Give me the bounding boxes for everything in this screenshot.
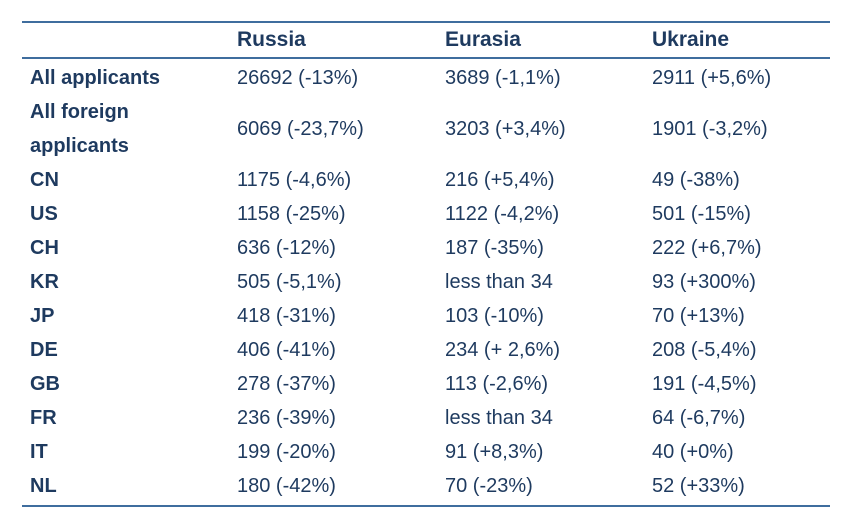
cell-russia: 406 (-41%) — [237, 339, 336, 361]
column-header-eurasia: Eurasia — [445, 22, 652, 59]
column-header-blank — [22, 22, 237, 59]
cell-russia: 180 (-42%) — [237, 475, 336, 497]
cell-eurasia: 187 (-35%) — [445, 237, 544, 259]
row-label: US — [30, 203, 58, 225]
table-row: DE 406 (-41%) 234 (+ 2,6%) 208 (-5,4%) — [22, 333, 830, 367]
table-row: IT 199 (-20%) 91 (+8,3%) 40 (+0%) — [22, 435, 830, 469]
cell-ukraine: 49 (-38%) — [652, 169, 740, 191]
cell-russia: 278 (-37%) — [237, 373, 336, 395]
table-row: US 1158 (-25%) 1122 (-4,2%) 501 (-15%) — [22, 197, 830, 231]
row-label: NL — [30, 475, 57, 497]
cell-eurasia: 103 (-10%) — [445, 305, 544, 327]
table-row: CN 1175 (-4,6%) 216 (+5,4%) 49 (-38%) — [22, 163, 830, 197]
table-row: KR 505 (-5,1%) less than 34 93 (+300%) — [22, 265, 830, 299]
cell-ukraine: 93 (+300%) — [652, 271, 756, 293]
row-label: KR — [30, 271, 59, 293]
table-row: NL 180 (-42%) 70 (-23%) 52 (+33%) — [22, 469, 830, 506]
cell-eurasia: less than 34 — [445, 407, 553, 429]
cell-russia: 1175 (-4,6%) — [237, 169, 352, 191]
cell-eurasia: 3203 (+3,4%) — [445, 118, 566, 140]
cell-ukraine: 70 (+13%) — [652, 305, 745, 327]
cell-ukraine: 2911 (+5,6%) — [652, 67, 772, 89]
cell-eurasia: 234 (+ 2,6%) — [445, 339, 561, 361]
table-row: All applicants 26692 (-13%) 3689 (-1,1%)… — [22, 58, 830, 95]
cell-russia: 505 (-5,1%) — [237, 271, 342, 293]
table-row: All foreign applicants 6069 (-23,7%) 320… — [22, 95, 830, 163]
cell-ukraine: 208 (-5,4%) — [652, 339, 757, 361]
cell-eurasia: 1122 (-4,2%) — [445, 203, 560, 225]
row-label: CN — [30, 169, 59, 191]
cell-eurasia: less than 34 — [445, 271, 553, 293]
cell-eurasia: 70 (-23%) — [445, 475, 533, 497]
cell-eurasia: 216 (+5,4%) — [445, 169, 555, 191]
cell-russia: 199 (-20%) — [237, 441, 336, 463]
applicants-table-container: Russia Eurasia Ukraine All applicants 26… — [22, 21, 830, 507]
row-label: IT — [30, 441, 48, 463]
row-label: GB — [30, 373, 60, 395]
cell-russia: 6069 (-23,7%) — [237, 118, 364, 140]
cell-ukraine: 1901 (-3,2%) — [652, 118, 768, 140]
table-row: FR 236 (-39%) less than 34 64 (-6,7%) — [22, 401, 830, 435]
table-row: CH 636 (-12%) 187 (-35%) 222 (+6,7%) — [22, 231, 830, 265]
cell-russia: 236 (-39%) — [237, 407, 336, 429]
header-row: Russia Eurasia Ukraine — [22, 22, 830, 59]
cell-russia: 26692 (-13%) — [237, 67, 359, 89]
row-label: CH — [30, 237, 59, 259]
cell-ukraine: 64 (-6,7%) — [652, 407, 746, 429]
column-header-ukraine: Ukraine — [652, 22, 830, 59]
row-label: DE — [30, 339, 58, 361]
row-label: All foreign applicants — [30, 101, 129, 157]
cell-russia: 418 (-31%) — [237, 305, 336, 327]
cell-ukraine: 222 (+6,7%) — [652, 237, 762, 259]
cell-russia: 636 (-12%) — [237, 237, 336, 259]
column-header-russia: Russia — [237, 22, 445, 59]
row-label: FR — [30, 407, 57, 429]
cell-russia: 1158 (-25%) — [237, 203, 346, 225]
cell-eurasia: 91 (+8,3%) — [445, 441, 544, 463]
applicants-table: Russia Eurasia Ukraine All applicants 26… — [22, 21, 830, 507]
table-row: GB 278 (-37%) 113 (-2,6%) 191 (-4,5%) — [22, 367, 830, 401]
cell-ukraine: 40 (+0%) — [652, 441, 734, 463]
table-row: JP 418 (-31%) 103 (-10%) 70 (+13%) — [22, 299, 830, 333]
cell-ukraine: 501 (-15%) — [652, 203, 751, 225]
cell-eurasia: 3689 (-1,1%) — [445, 67, 561, 89]
row-label: All applicants — [30, 67, 161, 89]
cell-eurasia: 113 (-2,6%) — [445, 373, 549, 395]
cell-ukraine: 191 (-4,5%) — [652, 373, 757, 395]
row-label: JP — [30, 305, 55, 327]
cell-ukraine: 52 (+33%) — [652, 475, 745, 497]
